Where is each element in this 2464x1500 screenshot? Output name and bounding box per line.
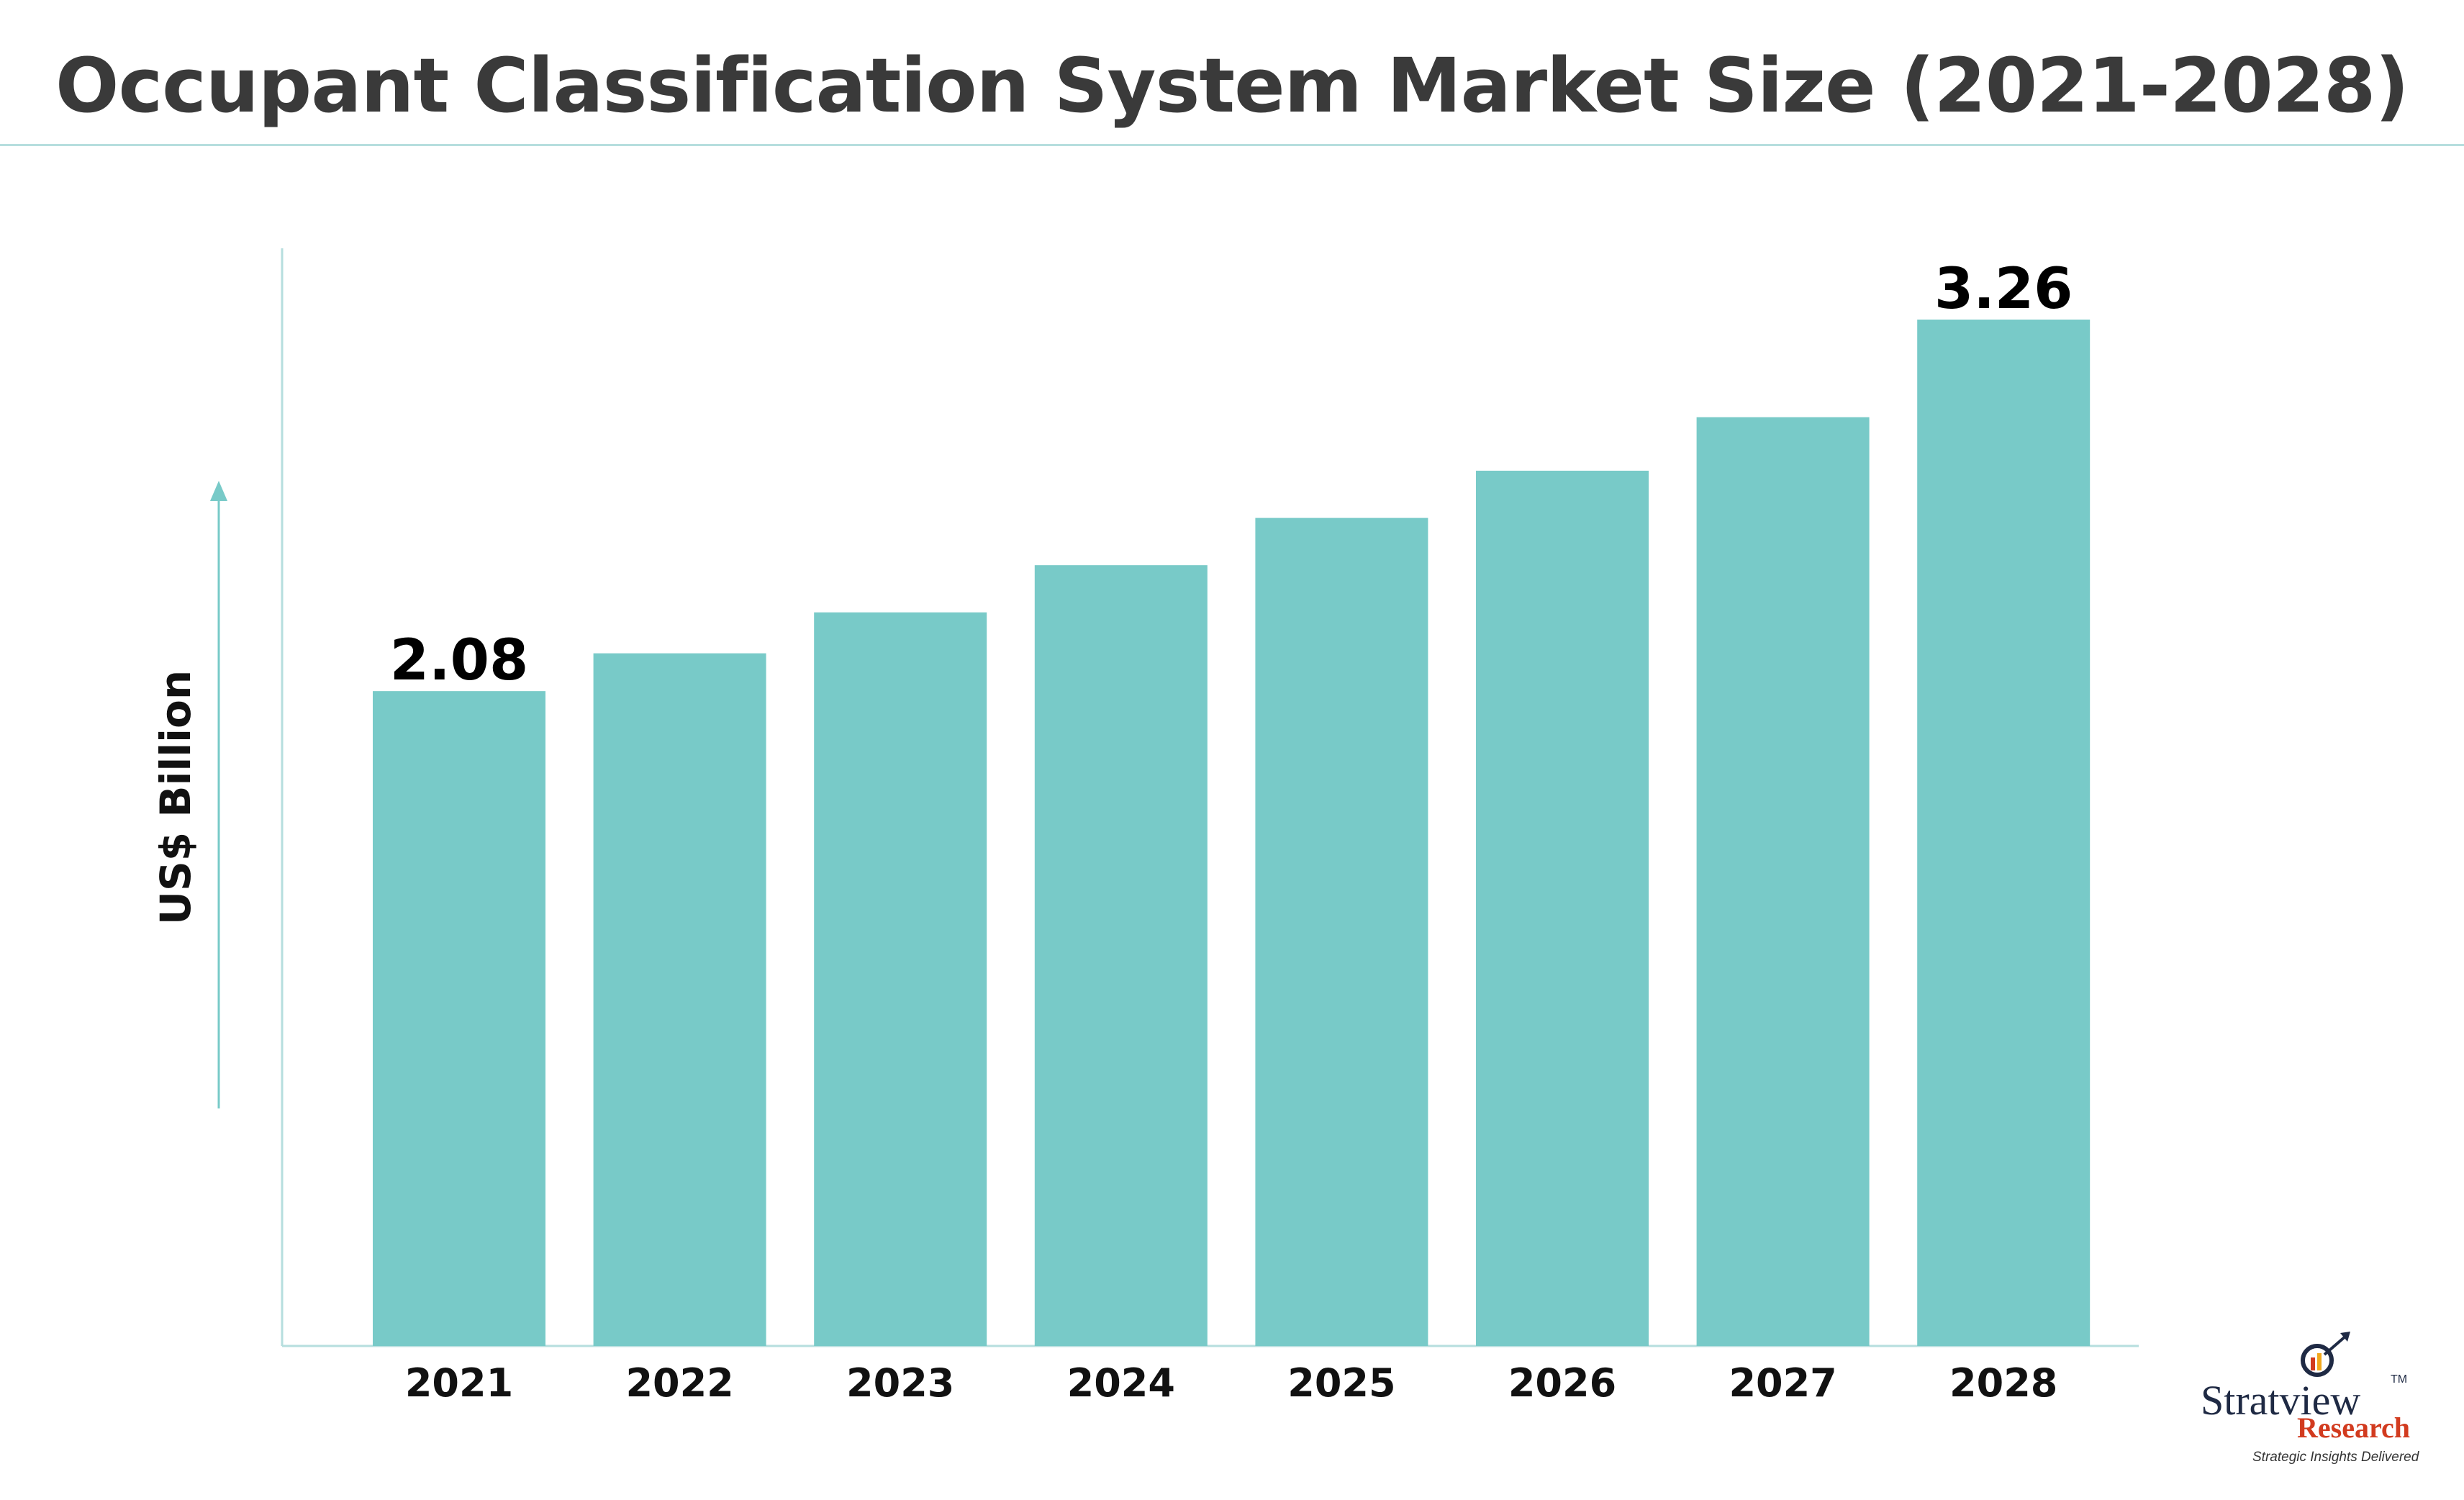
x-tick-2026: 2026 [1508,1360,1616,1406]
bar-2021 [373,691,545,1346]
logo-trademark: TM [2391,1373,2408,1386]
data-label-group: 2.08 3.26 [390,257,2073,693]
y-axis-label: US$ Billion [151,670,200,925]
bar-2027 [1696,417,1870,1346]
x-tick-2028: 2028 [1949,1360,2057,1406]
bar-2026 [1476,470,1649,1347]
x-tick-2027: 2027 [1729,1360,1836,1406]
bar-2024 [1034,565,1208,1346]
logo-target-icon [2301,1332,2350,1377]
title-divider [0,144,2464,146]
logo-tagline: Strategic Insights Delivered [2252,1450,2419,1465]
bar-group [373,320,2091,1347]
x-tick-2021: 2021 [405,1360,513,1406]
data-label-2028: 3.26 [1934,257,2073,322]
y-axis-arrow-head [210,481,227,501]
bar-2028 [1917,320,2091,1346]
logo-brand-sub: Research [2297,1411,2410,1444]
bar-2025 [1255,518,1428,1346]
x-tick-2023: 2023 [846,1360,954,1406]
logo-brand-name: Stratview [2201,1377,2361,1424]
chart-title: Occupant Classification System Market Si… [55,42,2409,130]
x-tick-2024: 2024 [1067,1360,1175,1406]
bar-2022 [593,653,766,1346]
x-tick-group: 2021 2022 2023 2024 2025 2026 2027 2028 [405,1360,2057,1406]
x-tick-2022: 2022 [625,1360,733,1406]
x-tick-2025: 2025 [1287,1360,1395,1406]
brand-logo: Stratview TM Research Strategic Insights… [2188,1329,2447,1473]
bar-2023 [814,612,987,1346]
data-label-2021: 2.08 [390,628,528,693]
